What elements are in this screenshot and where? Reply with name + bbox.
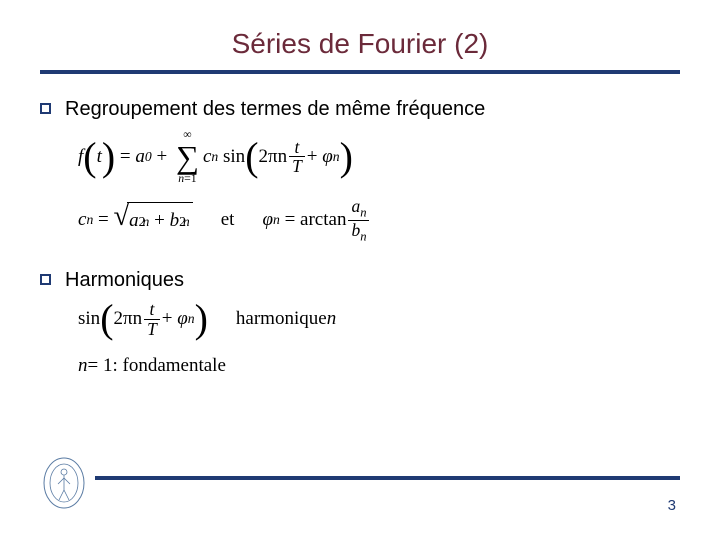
bullet-text: Regroupement des termes de même fréquenc… [65,98,485,121]
math-block-1: f ( t ) = a0 + ∞ ∑ n=1 cn sin ( 2πn t T … [78,129,680,243]
harmonique-label: harmonique [236,303,327,335]
frac-num: t [147,300,158,318]
sqrt: √ a2n + b2n [114,202,193,237]
paren-close-icon: ) [195,303,208,335]
sqrt-body: a2n + b2n [127,202,193,237]
math-sub: n [211,145,218,168]
frac-num: t [292,138,303,156]
math-block-2: sin ( 2πn t T + φn ) harmonique n n = 1:… [78,300,680,382]
math-sub: n [333,145,340,168]
math-text: 2πn [113,303,142,335]
fraction: t T [144,300,160,338]
arctan-label: arctan [300,204,346,236]
math-sub: n [183,210,190,233]
frac-den: bn [348,220,369,244]
frac-den: T [144,319,160,338]
equals-icon: = [280,204,300,236]
footer-rule [95,476,680,480]
equals-icon: = [115,141,135,173]
frac-den: T [289,156,305,175]
math-text: 2πn [258,141,287,173]
et-label: et [221,204,235,236]
page-number: 3 [668,497,676,514]
math-sub: n [86,208,93,231]
paren-close-icon: ) [102,141,115,173]
math-sub: n [143,210,150,233]
equation-3: sin ( 2πn t T + φn ) harmonique n [78,300,680,338]
paren-open-icon: ( [100,303,113,335]
title-underline [40,70,680,74]
math-sub: 0 [145,145,152,168]
paren-open-icon: ( [245,141,258,173]
institution-logo-icon [42,456,86,510]
math-sub: n [273,208,280,231]
bullet-row: Harmoniques [40,269,680,292]
math-text: φ [177,303,188,335]
math-text: φ [262,204,273,236]
sin-label: sin [223,141,245,173]
bullet-marker-icon [40,103,51,114]
fondamentale-label: : fondamentale [112,350,225,382]
equation-2: cn = √ a2n + b2n et φn = arctan an bn [78,197,680,243]
fraction: an bn [348,197,369,243]
math-sub: n [188,307,195,330]
bullet-text: Harmoniques [65,269,184,292]
paren-open-icon: ( [83,141,96,173]
math-text: a [135,141,145,173]
math-text: a [129,205,139,237]
plus-icon: + [307,141,322,173]
math-text: = 1 [88,350,113,382]
fraction: t T [289,138,305,176]
math-text: c [203,141,211,173]
sigma-glyph-icon: ∑ [176,141,199,173]
sum-lower: n=1 [178,173,196,185]
math-text: b [170,205,180,237]
bullet-marker-icon [40,274,51,285]
math-text: c [78,204,86,236]
sqrt-icon: √ [114,204,130,239]
equals-icon: = [93,204,113,236]
math-text: n [78,350,88,382]
frac-num: an [348,197,369,220]
equation-1: f ( t ) = a0 + ∞ ∑ n=1 cn sin ( 2πn t T … [78,129,680,185]
math-text: n [327,303,337,335]
math-text: φ [322,141,333,173]
equation-4: n = 1: fondamentale [78,350,680,382]
sin-label: sin [78,303,100,335]
plus-icon: + [162,303,177,335]
plus-icon: + [149,205,169,237]
plus-icon: + [152,141,172,173]
slide-title: Séries de Fourier (2) [40,28,680,60]
summation-icon: ∞ ∑ n=1 [176,129,199,185]
bullet-row: Regroupement des termes de même fréquenc… [40,98,680,121]
paren-close-icon: ) [340,141,353,173]
